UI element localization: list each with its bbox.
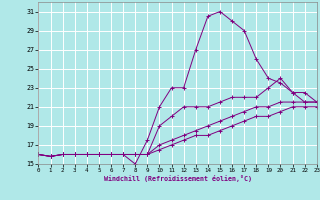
X-axis label: Windchill (Refroidissement éolien,°C): Windchill (Refroidissement éolien,°C)	[104, 175, 252, 182]
